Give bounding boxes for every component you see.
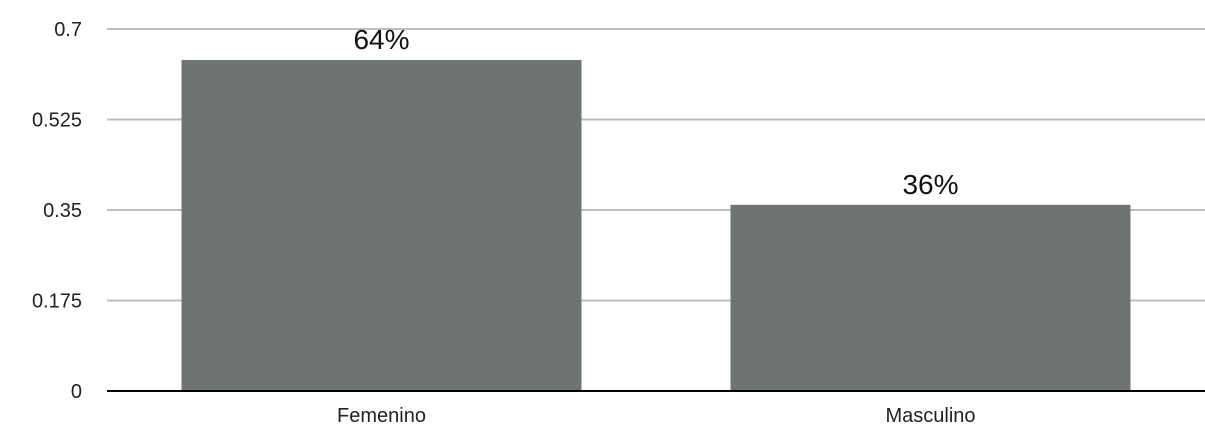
data-labels: 64% 36%: [353, 24, 958, 200]
x-tick-label: Masculino: [885, 405, 975, 427]
x-tick-label: Femenino: [337, 405, 426, 427]
data-label: 36%: [902, 169, 958, 200]
bar-masculino: [730, 204, 1131, 391]
y-tick-label: 0: [71, 381, 82, 403]
bar-femenino: [181, 60, 582, 392]
x-axis-tick-labels: Femenino Masculino: [337, 405, 975, 427]
y-tick-label: 0.525: [32, 110, 82, 132]
y-tick-label: 0.35: [43, 200, 82, 222]
data-label: 64%: [353, 24, 409, 55]
y-tick-label: 0.175: [32, 291, 82, 313]
y-tick-label: 0.7: [54, 19, 82, 41]
y-axis-tick-labels: 0 0.175 0.35 0.525 0.7: [32, 19, 82, 403]
bars: [181, 60, 1131, 392]
